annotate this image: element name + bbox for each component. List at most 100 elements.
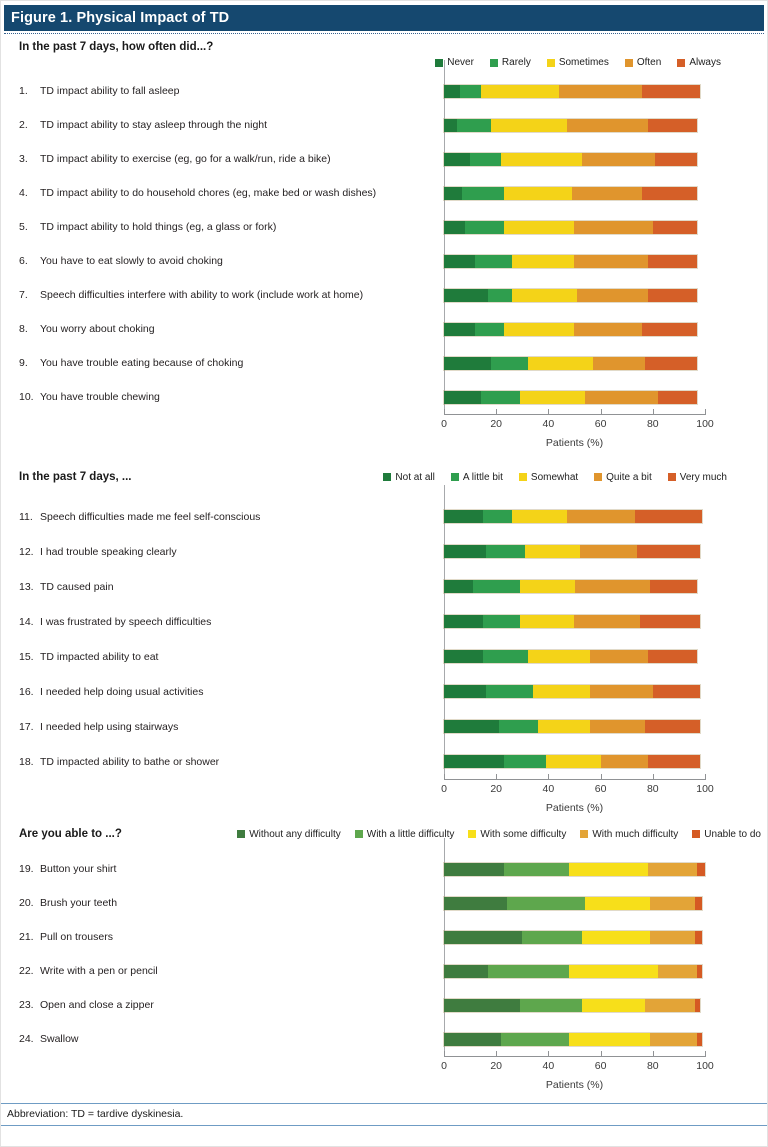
legend-label: Not at all bbox=[395, 471, 435, 483]
legend-item: Always bbox=[677, 57, 721, 68]
axis-tick bbox=[705, 774, 706, 780]
bar-segment bbox=[655, 152, 698, 166]
question-row: 19. Button your shirt bbox=[19, 852, 767, 886]
bar-track bbox=[444, 580, 705, 593]
question-row: 15. TD impacted ability to eat bbox=[19, 639, 767, 674]
stacked-bar bbox=[444, 862, 705, 876]
axis-tick bbox=[444, 774, 445, 780]
bar-segment bbox=[652, 685, 700, 698]
bar-segment bbox=[694, 930, 703, 944]
question-row: 10. You have trouble chewing bbox=[19, 380, 767, 414]
bar-track bbox=[444, 755, 705, 768]
axis-tick-label: 80 bbox=[646, 783, 659, 795]
bar-track bbox=[444, 1032, 705, 1046]
bar-segment bbox=[444, 720, 499, 733]
bar-segment bbox=[504, 220, 575, 234]
question-number: 5. bbox=[19, 221, 28, 233]
bar-segment bbox=[459, 84, 481, 98]
bar-segment bbox=[444, 580, 473, 593]
question-number: 12. bbox=[19, 545, 34, 558]
bar-segment bbox=[480, 84, 559, 98]
legend-swatch-icon bbox=[450, 473, 459, 481]
question-label: 6. You have to eat slowly to avoid chokin… bbox=[19, 255, 444, 267]
question-row: 5. TD impact ability to hold things (eg, … bbox=[19, 210, 767, 244]
bar-track bbox=[444, 186, 705, 200]
question-text: Speech difficulties interfere with abili… bbox=[40, 289, 364, 301]
legend-item: Rarely bbox=[489, 57, 531, 68]
bar-segment bbox=[444, 930, 523, 944]
bar-segment bbox=[642, 84, 700, 98]
axis-tick-label: 0 bbox=[441, 418, 447, 430]
stacked-bar bbox=[444, 896, 703, 910]
question-row: 22. Write with a pen or pencil bbox=[19, 954, 767, 988]
axis-tick bbox=[496, 1051, 498, 1057]
footer-rule-bottom bbox=[1, 1125, 767, 1126]
legend-label: Unable to do bbox=[704, 828, 761, 840]
question-number: 19. bbox=[19, 863, 34, 875]
bar-segment bbox=[501, 1032, 570, 1046]
question-label: 11. Speech difficulties made me feel self… bbox=[19, 511, 444, 523]
bar-segment bbox=[584, 896, 651, 910]
question-number: 1. bbox=[19, 85, 28, 97]
axis-tick-label: 40 bbox=[542, 418, 555, 430]
question-row: 2. TD impact ability to stay asleep throu… bbox=[19, 108, 767, 142]
bar-segment bbox=[519, 615, 575, 628]
bar-segment bbox=[579, 545, 638, 558]
stacked-bar bbox=[444, 152, 698, 166]
stacked-bar bbox=[444, 186, 698, 200]
bar-segment bbox=[569, 964, 659, 978]
bar-segment bbox=[658, 390, 698, 404]
bar-segment bbox=[522, 930, 583, 944]
legend-swatch-icon bbox=[677, 58, 686, 67]
bar-segment bbox=[527, 356, 593, 370]
bar-segment bbox=[537, 720, 591, 733]
bar-segment bbox=[485, 545, 525, 558]
figure-footer: Abbreviation: TD = tardive dyskinesia. bbox=[1, 1103, 767, 1126]
question-row: 8. You worry about choking bbox=[19, 312, 767, 346]
bar-segment bbox=[642, 186, 698, 200]
stacked-bar bbox=[444, 755, 700, 768]
legend-item: Not at all bbox=[383, 471, 435, 483]
question-row: 1. TD impact ability to fall asleep bbox=[19, 74, 767, 108]
question-number: 24. bbox=[19, 1033, 34, 1045]
question-text: I was frustrated by speech difficulties bbox=[40, 615, 212, 628]
question-text: Button your shirt bbox=[40, 863, 117, 875]
question-number: 11. bbox=[19, 510, 33, 523]
bar-segment bbox=[490, 118, 567, 132]
stacked-bar bbox=[444, 1032, 703, 1046]
stacked-bar bbox=[444, 685, 700, 698]
legend-swatch-icon bbox=[354, 830, 363, 838]
x-axis: 0 20 40 60 80 100 bbox=[441, 1051, 714, 1076]
axis-tick-label: 60 bbox=[594, 783, 607, 795]
x-axis: 0 20 40 60 80 100 bbox=[441, 774, 714, 799]
legend-item: With some difficulty bbox=[468, 829, 566, 840]
bar-segment bbox=[650, 930, 695, 944]
bar-track bbox=[444, 998, 705, 1012]
question-label: 21. Pull on trousers bbox=[19, 931, 444, 943]
legend-label: Without any difficulty bbox=[249, 828, 341, 840]
question-number: 13. bbox=[19, 580, 34, 593]
abbreviation-note: Abbreviation: TD = tardive dyskinesia. bbox=[7, 1108, 184, 1120]
legend-swatch-icon bbox=[594, 473, 603, 481]
stacked-bar bbox=[444, 650, 698, 663]
bar-segment bbox=[545, 755, 601, 768]
bar-segment bbox=[511, 510, 567, 523]
question-label: 19. Button your shirt bbox=[19, 863, 444, 875]
bar-segment bbox=[637, 545, 700, 558]
bar-segment bbox=[444, 322, 476, 336]
legend-label: Always bbox=[689, 57, 721, 68]
axis-tick bbox=[600, 774, 602, 780]
question-label: 16. I needed help doing usual activities bbox=[19, 686, 444, 698]
section-header-row: In the past 7 days, ... Not at all A litt… bbox=[19, 471, 767, 483]
bar-segment bbox=[590, 720, 645, 733]
bar-track bbox=[444, 118, 705, 132]
legend-item: Often bbox=[624, 57, 661, 68]
bar-segment bbox=[569, 862, 648, 876]
bar-segment bbox=[574, 580, 651, 593]
legend-item: With much difficulty bbox=[580, 829, 678, 840]
question-row: 7. Speech difficulties interfere with abi… bbox=[19, 278, 767, 312]
bar-track bbox=[444, 254, 705, 268]
question-label: 10. You have trouble chewing bbox=[19, 391, 444, 403]
question-text: TD impact ability to fall asleep bbox=[40, 85, 180, 97]
legend-item: Without any difficulty bbox=[237, 829, 341, 840]
